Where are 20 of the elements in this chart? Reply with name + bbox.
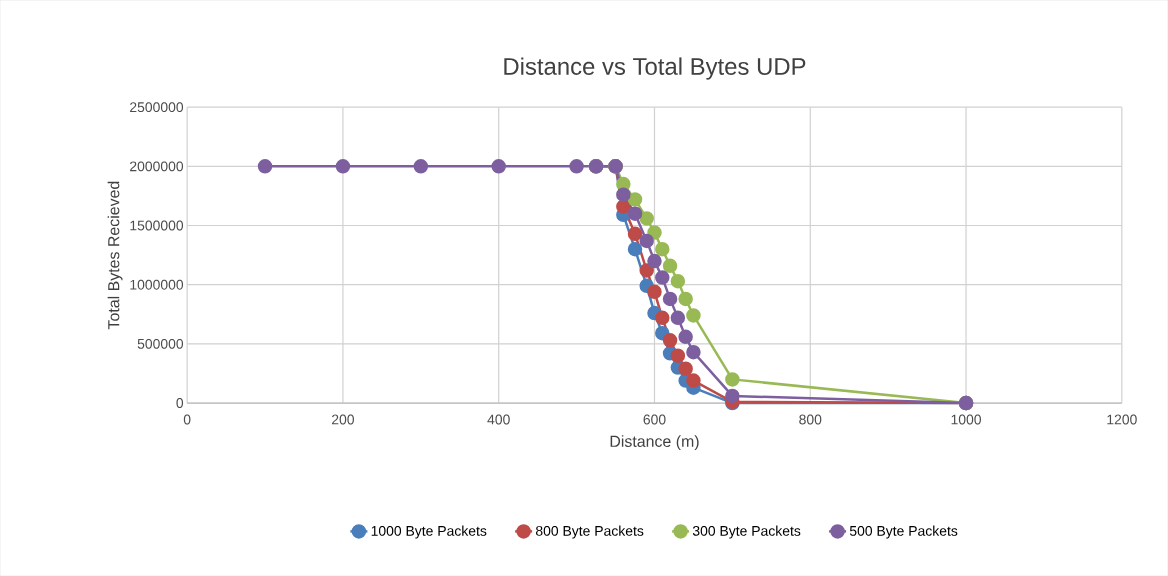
x-tick-label: 1200	[1107, 414, 1137, 425]
x-axis-title: Distance (m)	[610, 435, 699, 451]
x-tick-label: 400	[487, 414, 510, 425]
y-tick-label: 0	[176, 398, 184, 408]
x-tick-label: 600	[643, 414, 666, 425]
legend-label: 300 Byte Packets	[692, 525, 801, 539]
legend-label: 1000 Byte Packets	[371, 525, 487, 539]
y-tick-label: 2500000	[130, 102, 184, 112]
x-tick-label: 800	[799, 414, 822, 425]
x-tick-label: 0	[183, 414, 191, 425]
y-axis-title: Total Bytes Recieved	[107, 181, 123, 330]
y-tick-label: 1000000	[130, 279, 184, 290]
y-tick-label: 1500000	[130, 220, 184, 231]
legend-label: 500 Byte Packets	[849, 525, 958, 539]
y-tick-label: 2000000	[130, 161, 184, 172]
x-tick-label: 1000	[951, 414, 982, 425]
chart-title: Distance vs Total Bytes UDP	[504, 57, 806, 80]
legend-label: 800 Byte Packets	[535, 525, 644, 539]
y-tick-label: 500000	[137, 338, 184, 349]
x-tick-label: 200	[332, 414, 355, 425]
